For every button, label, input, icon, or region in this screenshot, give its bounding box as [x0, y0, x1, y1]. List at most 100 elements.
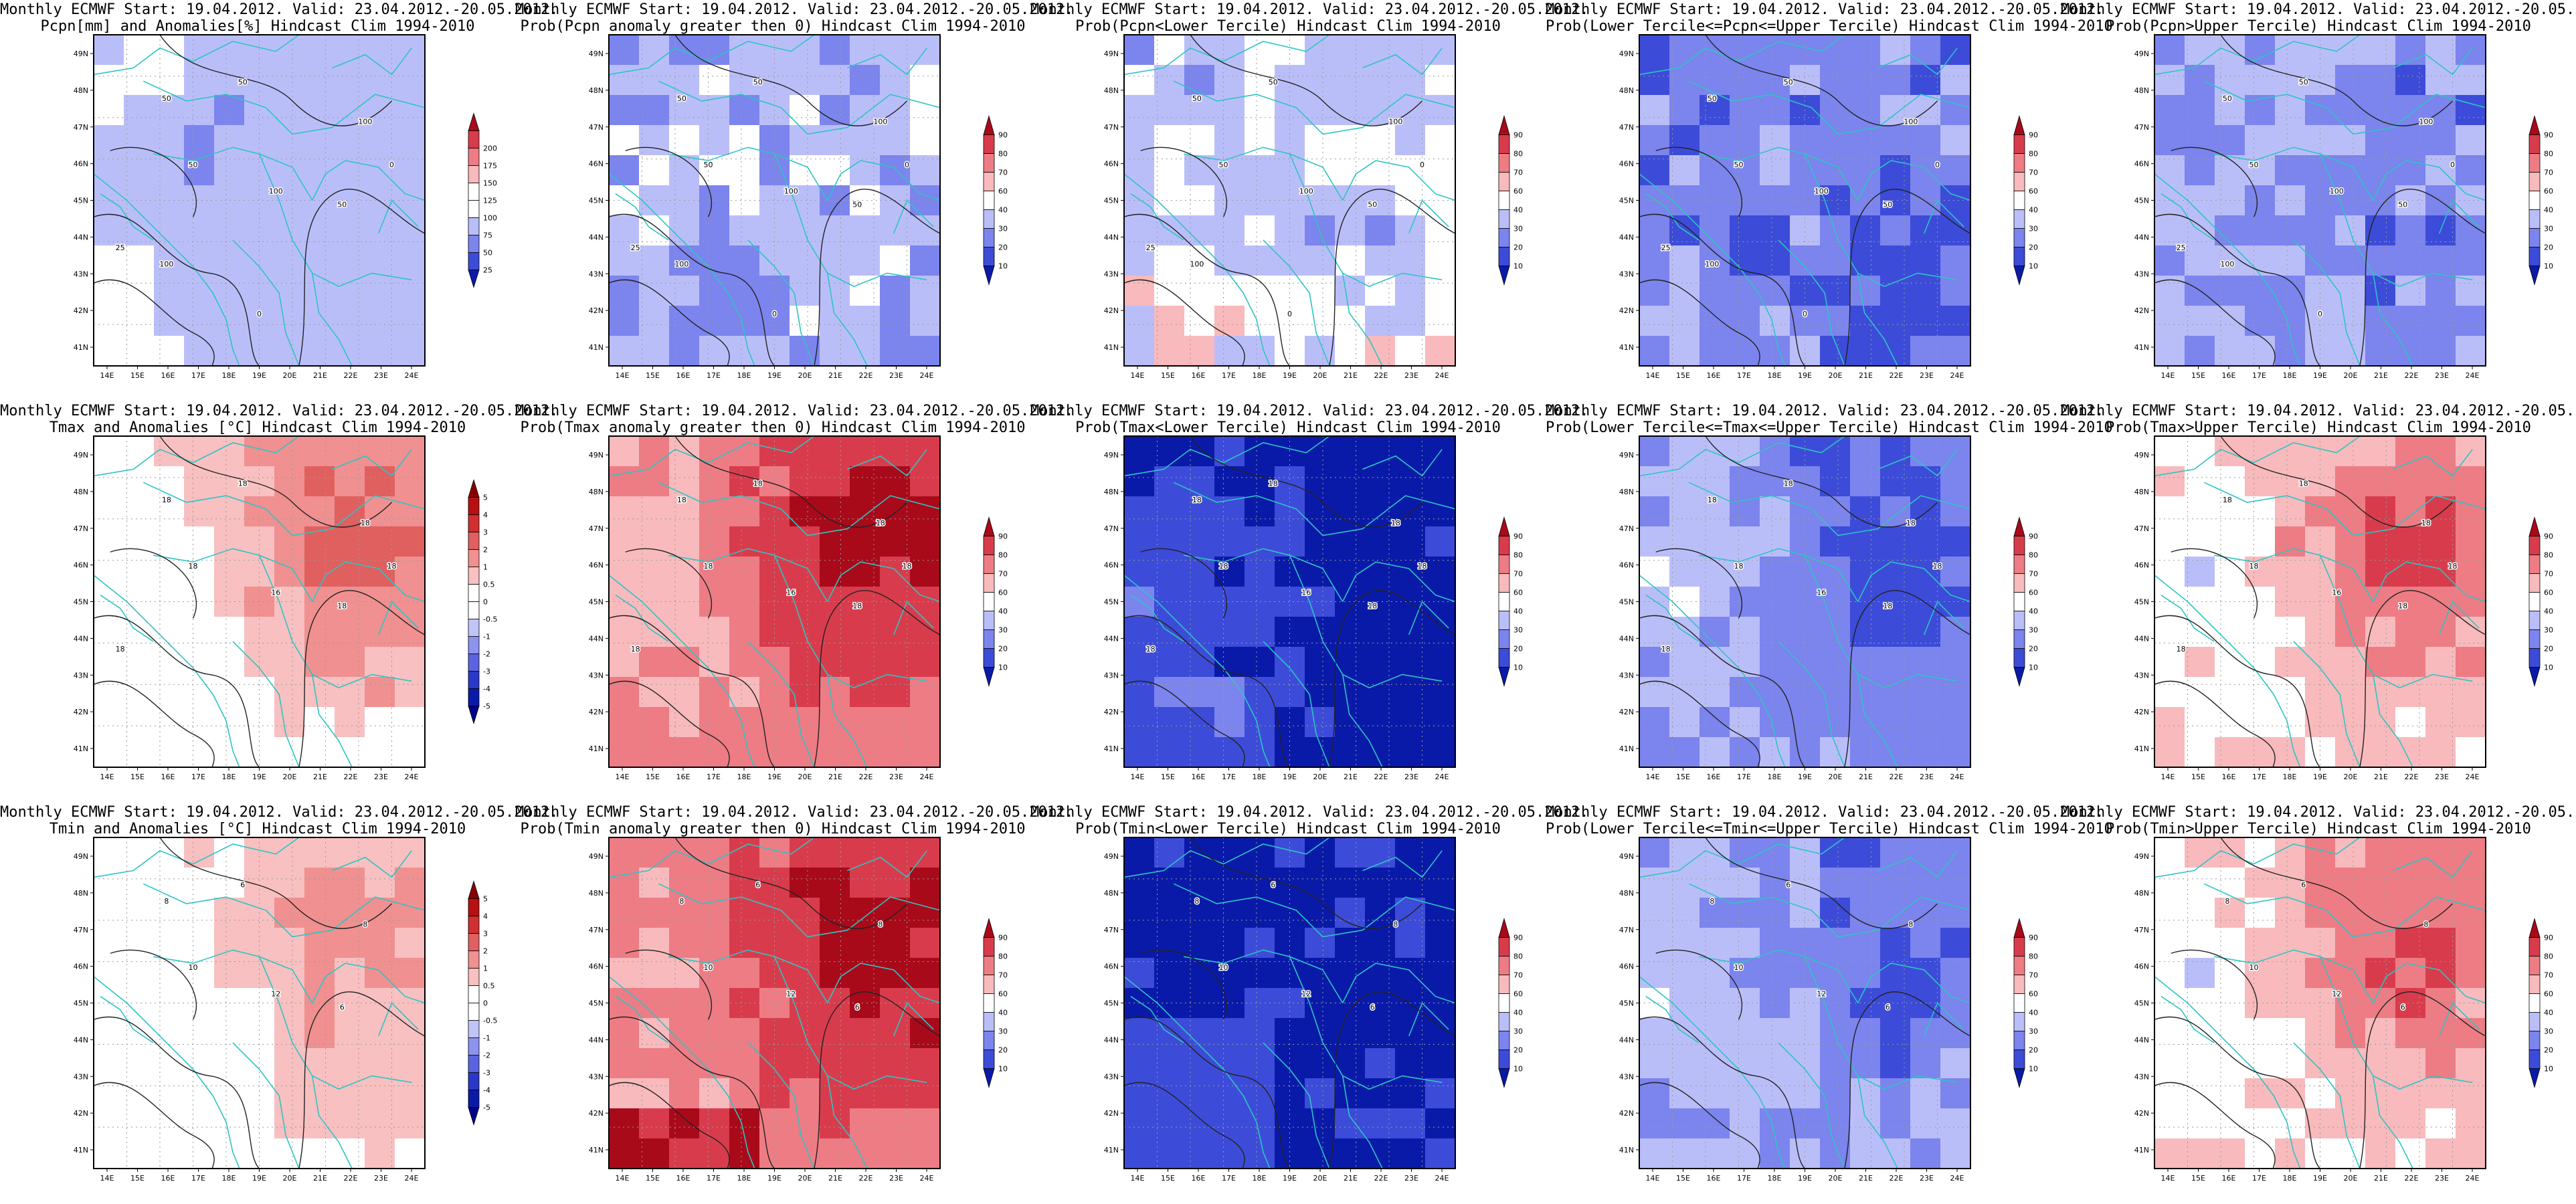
field-cell: [880, 466, 911, 497]
field-cell: [94, 155, 124, 186]
field-cell: [639, 155, 670, 186]
lon-tick-label: 18E: [1253, 1174, 1267, 1183]
contour-label: 0: [1287, 310, 1292, 318]
panel-title-line1: Monthly ECMWF Start: 19.04.2012. Valid: …: [2061, 403, 2576, 419]
contour-line: [159, 837, 392, 929]
field-cell: [124, 707, 155, 738]
lat-tick-label: 44N: [74, 634, 88, 643]
colorbar-label: 20: [1513, 645, 1523, 654]
field-cell: [335, 276, 365, 306]
boundary-line: [93, 435, 300, 477]
field-cell: [2185, 1138, 2215, 1169]
contour-label: 18: [116, 645, 125, 654]
field-cell: [2395, 65, 2426, 96]
boundary-line: [1877, 850, 1958, 878]
field-cell: [880, 1048, 911, 1079]
colorbar-segment: [2528, 536, 2541, 555]
colorbar-segment: [1498, 573, 1510, 593]
field-cell: [395, 737, 426, 768]
boundary-line: [93, 837, 300, 878]
contour-label: 12: [271, 990, 280, 999]
field-cell: [2245, 95, 2276, 126]
field-cell: [850, 436, 881, 467]
field-cell: [1910, 868, 1941, 898]
field-cell: [244, 737, 275, 768]
lat-tick-label: 48N: [589, 86, 604, 95]
field-cell: [639, 587, 670, 617]
coastlines-borders: [608, 435, 941, 768]
field-cell: [1275, 1138, 1305, 1169]
lon-tick-label: 19E: [252, 371, 266, 380]
field-cell: [880, 1078, 911, 1109]
field-cell: [124, 868, 155, 898]
field-cell: [699, 1048, 730, 1079]
field-cell: [669, 436, 700, 467]
lat-tick-label: 43N: [2134, 1072, 2149, 1081]
field-cell: [154, 707, 185, 738]
field-cell: [1184, 466, 1215, 497]
field-cell: [1760, 496, 1790, 527]
lat-tick-label: 44N: [1104, 1035, 1119, 1044]
colorbar-segment: [983, 153, 995, 173]
colorbar-segment: [2528, 228, 2541, 247]
lat-tick-label: 41N: [1104, 744, 1119, 753]
field-cell: [1850, 707, 1881, 738]
field-cell: [2215, 436, 2245, 467]
field-cell: [1184, 557, 1215, 587]
colorbar-segment: [983, 956, 995, 975]
colorbar-label: 20: [1513, 1046, 1523, 1055]
field-cell: [639, 737, 670, 768]
field-cell: [395, 898, 426, 928]
field-cell: [759, 1078, 790, 1109]
field-cell: [2365, 707, 2396, 738]
field-cell: [1335, 1078, 1366, 1109]
field-cell: [274, 928, 305, 959]
colorbar-label: 20: [1513, 243, 1523, 252]
field-cell: [1305, 557, 1336, 587]
field-cell: [1184, 928, 1215, 959]
field-cell: [274, 306, 305, 336]
field-cell: [1850, 466, 1881, 497]
colorbar-label: 30: [1513, 626, 1523, 635]
shaded-field: [94, 35, 426, 367]
field-cell: [1699, 336, 1730, 367]
field-cell: [94, 1048, 124, 1079]
lat-tick-label: 43N: [2134, 270, 2149, 278]
contour-line: [2359, 590, 2486, 768]
field-cell: [395, 677, 426, 708]
field-cell: [790, 1078, 820, 1109]
axis-labels: 14E 15E 16E 17E 18E 19E 20E 21E 22E 23E 24E49N48N4…: [2134, 49, 2480, 380]
contour-label: 18: [337, 601, 347, 610]
field-cell: [2154, 245, 2185, 276]
field-cell: [1880, 276, 1911, 306]
field-cell: [154, 1078, 185, 1109]
boundary-line: [608, 976, 755, 1169]
colorbar-label: 40: [2544, 206, 2553, 215]
contour-line: [1123, 680, 1245, 768]
field-cell: [2305, 928, 2336, 959]
contour-line: [2154, 279, 2276, 367]
field-cell: [1880, 436, 1911, 467]
field-cell: [1639, 496, 1670, 527]
field-cell: [850, 496, 881, 527]
boundary-line: [2438, 199, 2480, 234]
lon-tick-label: 17E: [1737, 773, 1751, 781]
field-cell: [1425, 1108, 1456, 1139]
boundary-line: [232, 1042, 300, 1169]
axis-labels: 14E 15E 16E 17E 18E 19E 20E 21E 22E 23E 24E49N48N4…: [74, 49, 419, 380]
lon-tick-label: 19E: [2313, 1174, 2327, 1183]
field-cell: [1940, 677, 1971, 708]
colorbar-segment: [468, 1072, 480, 1090]
colorbar-label: -0.5: [483, 1017, 497, 1025]
colorbar-label: 20: [2029, 1046, 2038, 1055]
colorbar-segment: [468, 1003, 480, 1021]
lon-tick-label: 21E: [2374, 371, 2388, 380]
field-cell: [2425, 336, 2456, 367]
colorbar-label: 90: [1513, 532, 1523, 541]
field-cell: [395, 65, 426, 96]
climatology-contours: [2154, 837, 2486, 1169]
field-cell: [1940, 868, 1971, 898]
boundary-line: [1857, 1076, 1898, 1169]
field-cell: [1124, 526, 1155, 557]
